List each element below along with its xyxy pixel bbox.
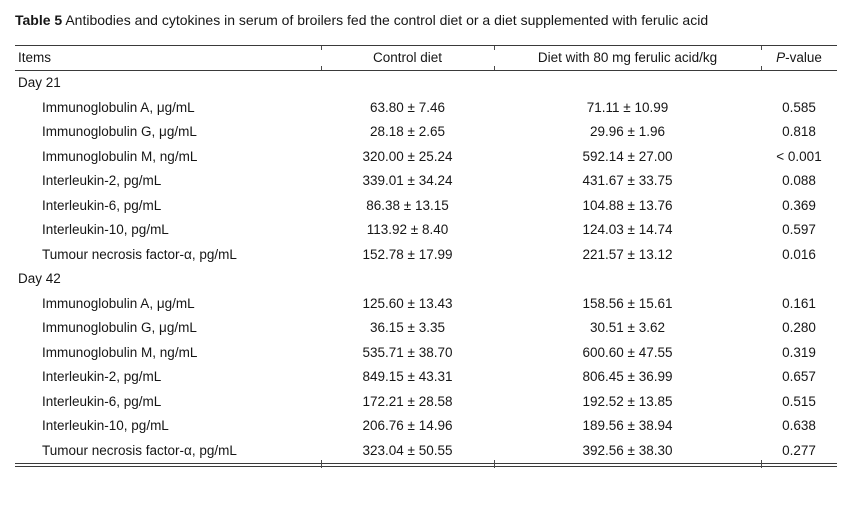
control-value-cell: 535.71 ± 38.70 [362,344,453,360]
section-header-row: Day 21 [15,71,837,96]
header-row: Items Control diet Diet with 80 mg ferul… [15,45,837,71]
item-cell: Immunoglobulin M, ng/mL [42,148,198,164]
item-cell: Immunoglobulin A, μg/mL [42,99,195,115]
header-control-diet: Control diet [320,45,494,71]
table-caption: Table 5 Antibodies and cytokines in seru… [15,10,838,30]
item-cell: Tumour necrosis factor-α, pg/mL [42,246,237,262]
table-row: Tumour necrosis factor-α, pg/mL 152.78 ± … [15,243,837,268]
item-cell: Immunoglobulin A, μg/mL [42,295,195,311]
item-cell: Immunoglobulin G, μg/mL [42,320,197,335]
control-value-cell: 125.60 ± 13.43 [362,295,453,311]
table-row: Tumour necrosis factor-α, pg/mL 323.04 ± … [15,439,837,464]
p-value-cell: 0.277 [782,442,816,458]
control-value-cell: 323.04 ± 50.55 [362,442,453,458]
p-value-cell: 0.161 [782,295,816,311]
control-value-cell: 320.00 ± 25.24 [362,148,453,164]
treatment-value-cell: 392.56 ± 38.30 [582,442,673,458]
section-title: Day 21 [18,75,61,90]
p-value-cell: 0.016 [782,246,816,262]
item-cell: Interleukin-6, pg/mL [42,393,162,409]
treatment-value-cell: 189.56 ± 38.94 [582,418,673,433]
section-title: Day 42 [18,271,61,286]
table-row: Interleukin-6, pg/mL 172.21 ± 28.58 192.52… [15,390,837,415]
treatment-value-cell: 30.51 ± 3.62 [590,320,665,335]
treatment-value-cell: 158.56 ± 15.61 [582,295,673,311]
treatment-value-cell: 592.14 ± 27.00 [582,148,673,164]
table-row: Immunoglobulin G, μg/mL 28.18 ± 2.65 29.96… [15,120,837,145]
table-row: Immunoglobulin M, ng/mL 320.00 ± 25.24 592… [15,145,837,170]
table-caption-label: Table 5 [15,12,63,28]
header-items: Items [15,45,321,71]
p-value-cell: 0.657 [782,369,816,384]
item-cell: Immunoglobulin M, ng/mL [42,344,198,360]
item-cell: Interleukin-2, pg/mL [42,173,162,188]
p-value-cell: 0.515 [782,393,816,409]
column-divider-tick [494,460,495,468]
p-value-italic-p: P [776,50,786,65]
control-value-cell: 86.38 ± 13.15 [366,197,449,213]
item-cell: Interleukin-10, pg/mL [42,222,169,237]
control-value-cell: 36.15 ± 3.35 [370,320,445,335]
treatment-value-cell: 600.60 ± 47.55 [582,344,673,360]
column-divider-tick [321,460,322,468]
data-table: Items Control diet Diet with 80 mg ferul… [15,45,837,464]
treatment-value-cell: 221.57 ± 13.12 [582,246,673,262]
p-value-cell: 0.369 [782,197,816,213]
p-value-cell: 0.280 [782,320,816,335]
table-row: Interleukin-6, pg/mL 86.38 ± 13.15 104.88 … [15,194,837,219]
p-value-cell: 0.597 [782,222,816,237]
item-cell: Interleukin-2, pg/mL [42,369,162,384]
p-value-cell: < 0.001 [776,148,822,164]
treatment-value-cell: 104.88 ± 13.76 [582,197,673,213]
treatment-value-cell: 431.67 ± 33.75 [582,173,673,188]
control-value-cell: 63.80 ± 7.46 [370,99,445,115]
p-value-cell: 0.319 [782,344,816,360]
table-row: Immunoglobulin M, ng/mL 535.71 ± 38.70 600… [15,341,837,366]
p-value-cell: 0.585 [782,99,816,115]
table-caption-text: Antibodies and cytokines in serum of bro… [62,12,709,28]
p-value-suffix: -value [785,50,822,65]
control-value-cell: 339.01 ± 34.24 [362,173,453,188]
treatment-value-cell: 124.03 ± 14.74 [582,222,673,237]
p-value-cell: 0.088 [782,173,816,188]
item-cell: Interleukin-10, pg/mL [42,418,169,433]
treatment-value-cell: 192.52 ± 13.85 [582,393,673,409]
treatment-value-cell: 806.45 ± 36.99 [582,369,673,384]
item-cell: Immunoglobulin G, μg/mL [42,124,197,139]
table-row: Immunoglobulin A, μg/mL 125.60 ± 13.43 158… [15,292,837,317]
column-divider-tick [761,460,762,468]
control-value-cell: 152.78 ± 17.99 [362,246,453,262]
table-header: Items Control diet Diet with 80 mg ferul… [15,45,837,71]
p-value-cell: 0.638 [782,418,816,433]
item-cell: Interleukin-6, pg/mL [42,197,162,213]
control-value-cell: 849.15 ± 43.31 [362,369,453,384]
control-value-cell: 113.92 ± 8.40 [366,222,449,237]
item-cell: Tumour necrosis factor-α, pg/mL [42,442,237,458]
control-value-cell: 28.18 ± 2.65 [370,124,445,139]
table-row: Immunoglobulin A, μg/mL 63.80 ± 7.46 71.11… [15,96,837,121]
header-ferulic-diet: Diet with 80 mg ferulic acid/kg [493,45,761,71]
header-p-value: P-value [760,45,837,71]
control-value-cell: 206.76 ± 14.96 [362,418,453,433]
section-header-row: Day 42 [15,267,837,292]
p-value-cell: 0.818 [782,124,816,139]
table-row: Immunoglobulin G, μg/mL 36.15 ± 3.35 30.51… [15,316,837,341]
table-row: Interleukin-10, pg/mL 113.92 ± 8.40 124.03… [15,218,837,243]
table-body: Day 21 Immunoglobulin A, μg/mL 63.80 ± 7.4… [15,71,837,464]
table-row: Interleukin-2, pg/mL 849.15 ± 43.31 806.45… [15,365,837,390]
table-bottom-rule [15,460,837,468]
table-row: Interleukin-2, pg/mL 339.01 ± 34.24 431.67… [15,169,837,194]
table-row: Interleukin-10, pg/mL 206.76 ± 14.96 189.5… [15,414,837,439]
treatment-value-cell: 71.11 ± 10.99 [586,99,669,115]
control-value-cell: 172.21 ± 28.58 [362,393,453,409]
treatment-value-cell: 29.96 ± 1.96 [590,124,665,139]
